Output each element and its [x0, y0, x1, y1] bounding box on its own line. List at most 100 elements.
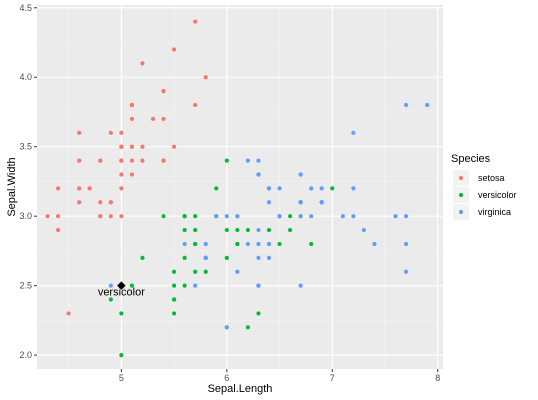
data-point-setosa	[77, 200, 82, 205]
data-point-versicolor	[203, 269, 208, 274]
y-tick-label: 2.0	[19, 350, 32, 360]
x-axis: 5 6 7 8	[119, 369, 440, 383]
data-point-virginica	[298, 200, 303, 205]
y-axis: 2.0 2.5 3.0 3.5 4.0 4.5	[19, 3, 37, 360]
data-point-versicolor	[171, 297, 177, 302]
data-point-setosa	[129, 116, 135, 122]
data-point-virginica	[393, 214, 398, 219]
legend-label-versicolor: versicolor	[478, 190, 517, 200]
x-tick-label: 5	[119, 373, 124, 383]
data-point-versicolor	[330, 186, 335, 191]
data-point-setosa	[171, 144, 177, 149]
data-point-virginica	[224, 214, 229, 219]
data-point-versicolor	[266, 227, 272, 233]
data-point-versicolor	[140, 255, 145, 260]
data-point-virginica	[214, 214, 219, 219]
data-point-virginica	[309, 186, 314, 191]
legend-label-setosa: setosa	[478, 173, 505, 183]
data-point-virginica	[224, 325, 229, 330]
data-point-setosa	[55, 214, 61, 219]
data-point-virginica	[425, 102, 430, 108]
data-point-virginica	[372, 241, 377, 247]
data-point-virginica	[256, 255, 261, 260]
data-point-setosa	[77, 130, 82, 135]
data-point-virginica	[403, 269, 409, 274]
data-point-versicolor	[182, 227, 187, 233]
data-point-virginica	[351, 186, 356, 191]
data-point-setosa	[203, 75, 208, 80]
annotation-marker	[117, 281, 126, 290]
data-point-versicolor	[182, 214, 187, 219]
annotation-layer: versicolor	[98, 281, 145, 299]
legend-label-virginica: virginica	[478, 207, 511, 217]
points-layer	[45, 19, 430, 358]
data-point-setosa	[108, 130, 113, 135]
plot-panel	[37, 5, 443, 369]
legend-title: Species	[451, 153, 491, 165]
data-point-versicolor	[119, 311, 124, 316]
data-point-versicolor	[119, 353, 124, 358]
data-point-virginica	[266, 200, 272, 205]
data-point-versicolor	[193, 227, 198, 233]
data-point-setosa	[140, 61, 145, 66]
data-point-virginica	[361, 227, 367, 233]
data-point-setosa	[98, 158, 103, 163]
x-tick-label: 8	[435, 373, 440, 383]
data-point-versicolor	[182, 283, 187, 288]
data-point-virginica	[351, 214, 356, 219]
data-point-virginica	[256, 158, 261, 163]
data-point-setosa	[193, 19, 198, 24]
data-point-versicolor	[235, 241, 240, 247]
data-point-setosa	[98, 214, 103, 219]
y-tick-label: 4.0	[19, 72, 32, 82]
data-point-versicolor	[129, 283, 135, 288]
data-point-virginica	[298, 214, 303, 219]
data-point-setosa	[129, 102, 135, 108]
data-point-versicolor	[108, 297, 113, 302]
data-point-virginica	[298, 283, 303, 288]
data-point-versicolor	[245, 227, 251, 233]
data-point-versicolor	[182, 255, 187, 260]
legend-swatch-setosa	[458, 175, 464, 181]
data-point-versicolor	[171, 269, 177, 274]
y-tick-label: 2.5	[19, 281, 32, 291]
data-point-setosa	[77, 158, 82, 163]
data-point-virginica	[403, 102, 409, 108]
data-point-virginica	[309, 214, 314, 219]
data-point-setosa	[119, 144, 124, 149]
data-point-setosa	[55, 227, 61, 233]
data-point-virginica	[193, 283, 198, 288]
data-point-setosa	[150, 116, 156, 122]
y-axis-title: Sepal.Width	[6, 157, 18, 216]
data-point-versicolor	[161, 214, 166, 219]
y-tick-label: 4.5	[19, 3, 32, 13]
data-point-versicolor	[235, 227, 240, 233]
data-point-versicolor	[287, 214, 293, 219]
data-point-setosa	[193, 102, 198, 108]
grid-major	[37, 5, 443, 369]
grid-minor	[37, 5, 443, 369]
data-point-virginica	[256, 172, 261, 177]
data-point-versicolor	[277, 241, 282, 247]
data-point-virginica	[340, 214, 345, 219]
y-tick-label: 3.0	[19, 211, 32, 221]
data-point-virginica	[256, 241, 261, 247]
annotation-label: versicolor	[98, 287, 145, 299]
y-tick-label: 3.5	[19, 142, 32, 152]
data-point-virginica	[235, 214, 240, 219]
data-point-setosa	[119, 172, 124, 177]
data-point-setosa	[161, 116, 166, 122]
data-point-virginica	[203, 255, 208, 260]
data-point-versicolor	[309, 241, 314, 247]
data-point-virginica	[277, 214, 282, 219]
data-point-setosa	[119, 158, 124, 163]
data-point-setosa	[129, 158, 135, 163]
data-point-setosa	[119, 214, 124, 219]
data-point-versicolor	[224, 158, 229, 163]
data-point-virginica	[298, 172, 303, 177]
data-point-versicolor	[193, 269, 198, 274]
data-point-virginica	[319, 200, 324, 205]
legend-items: setosa versicolor virginica	[453, 170, 517, 220]
data-point-virginica	[277, 186, 282, 191]
